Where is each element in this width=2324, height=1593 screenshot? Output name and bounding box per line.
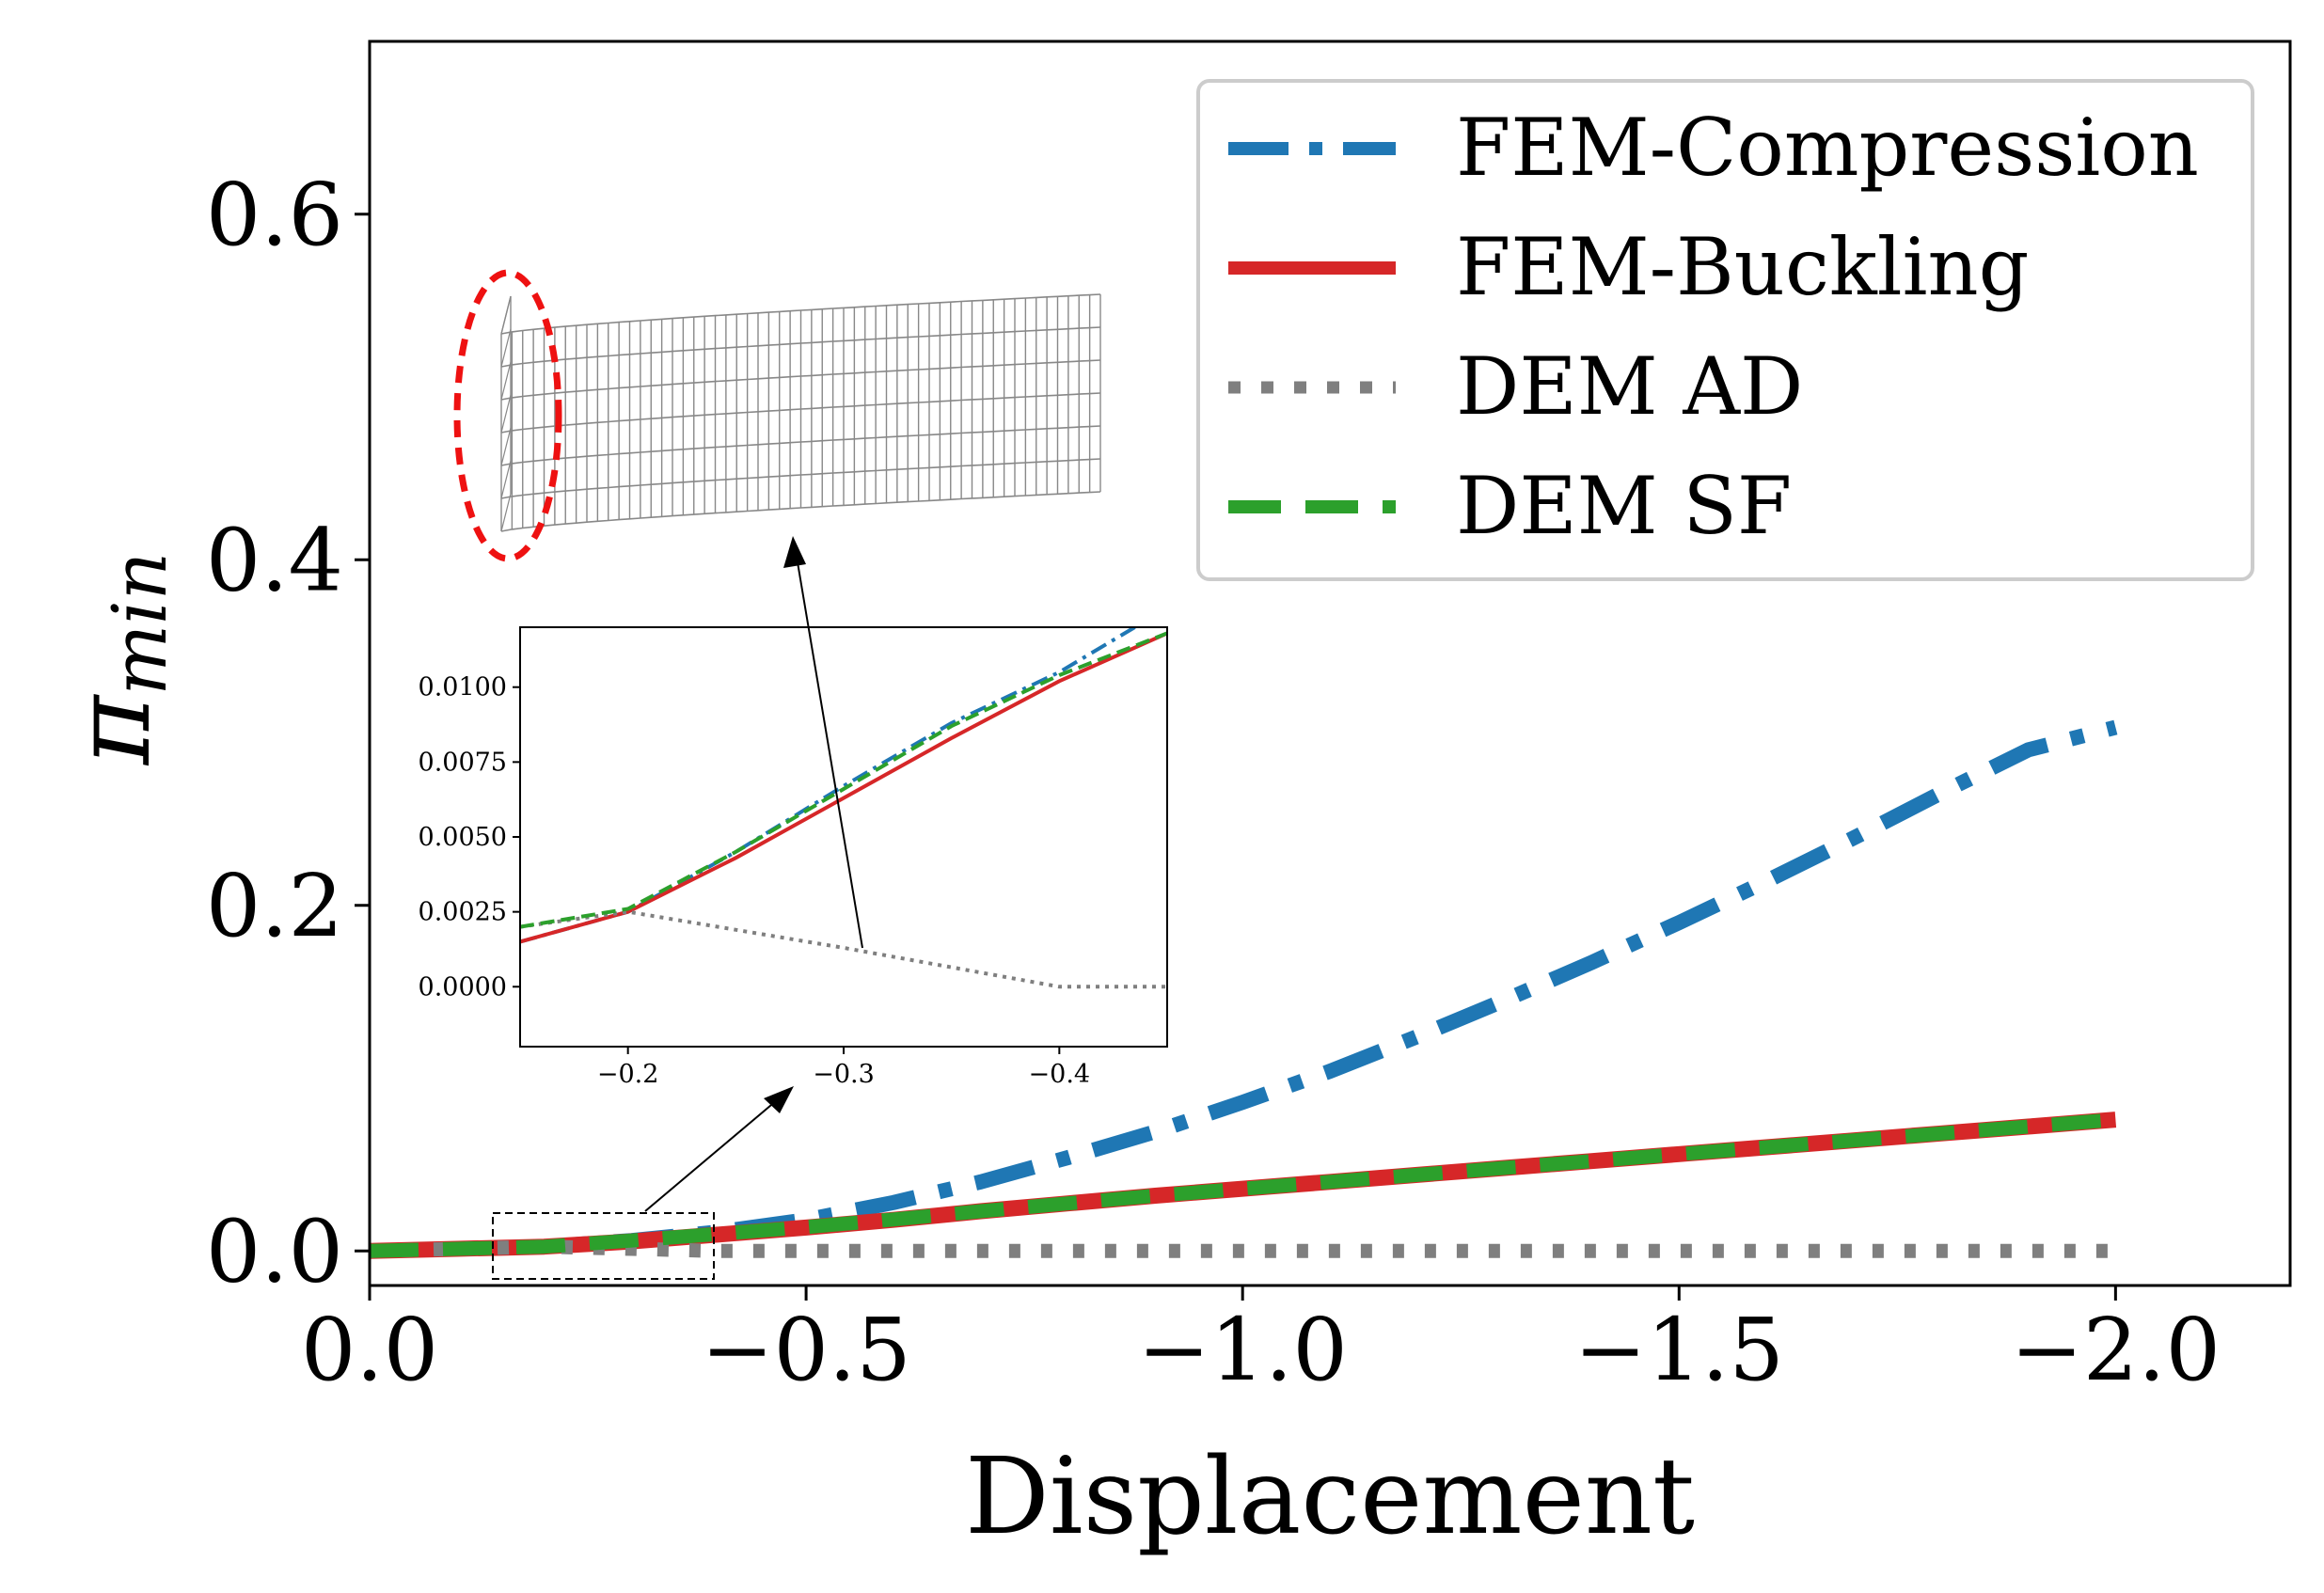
x-axis-label: Displacement [965,1436,1695,1558]
y-tick-label: 0.4 [206,510,343,610]
inset-series-fem-buckling [520,631,1167,944]
inset-series-group [520,627,1167,989]
main-plot-frame [368,39,2292,1287]
inset-series-dem-sf [520,631,1167,929]
main-y-ticks: 0.0 0.2 0.4 0.6 [206,165,370,1301]
boundary-highlight-ellipse [453,269,562,562]
x-tick-label: −2.0 [2011,1300,2221,1400]
inset-x-tick-label: −0.3 [813,1060,875,1089]
inset-x-tick-label: −0.4 [1029,1060,1091,1089]
y-axis-label: πmin [52,552,183,766]
y-tick-label: 0.0 [206,1201,343,1301]
legend-box [1196,79,2254,581]
main-series-fem-buckling [369,1112,2117,1259]
inset-y-ticks: 0.0000 0.0025 0.0050 0.0075 0.0100 [419,673,520,1002]
legend-label: DEM SF [1456,460,1792,552]
mesh-pointer-arrow [783,536,863,949]
inset-y-tick-label: 0.0000 [419,972,507,1002]
x-tick-label: −1.5 [1574,1300,1784,1400]
zoom-pointer-arrow [644,1086,794,1212]
zoom-region-box [492,1212,715,1280]
inset-x-tick-label: −0.2 [597,1060,659,1089]
legend-label: DEM AD [1456,340,1803,433]
inset-y-tick-label: 0.0025 [419,898,507,927]
y-tick-label: 0.2 [206,856,343,956]
x-tick-label: 0.0 [301,1300,438,1400]
legend-label: FEM-Compression [1456,102,2199,194]
inset-plot: −0.2 −0.3 −0.4 0.00000.00250.00500.00750.0… [419,626,1168,1089]
x-tick-label: −0.5 [701,1300,910,1400]
legend-label: FEM-Buckling [1456,221,2029,313]
main-plot: 0.0 −0.5 −1.0 −1.5 −2.0 0.0 0.2 0.4 0.6 Displac… [52,39,2292,1558]
inset-x-ticks: −0.2 −0.3 −0.4 [597,1047,1090,1089]
buckled-mesh-illustration [500,293,1101,532]
y-axis-label-main: π [52,693,174,765]
y-tick-label: 0.6 [206,165,343,265]
inset-y-tick-label: 0.0100 [419,673,507,702]
y-axis-label-sub: min [96,552,183,696]
inset-y-tick-label: 0.0075 [419,748,507,777]
legend: FEM-Compression FEM-Buckling DEM AD DEM SF [1196,79,2254,581]
main-x-ticks: 0.0 −0.5 −1.0 −1.5 −2.0 [301,1285,2221,1400]
main-series-group [369,719,2118,1259]
x-tick-label: −1.0 [1137,1300,1347,1400]
inset-y-tick-label: 0.0050 [419,823,507,852]
